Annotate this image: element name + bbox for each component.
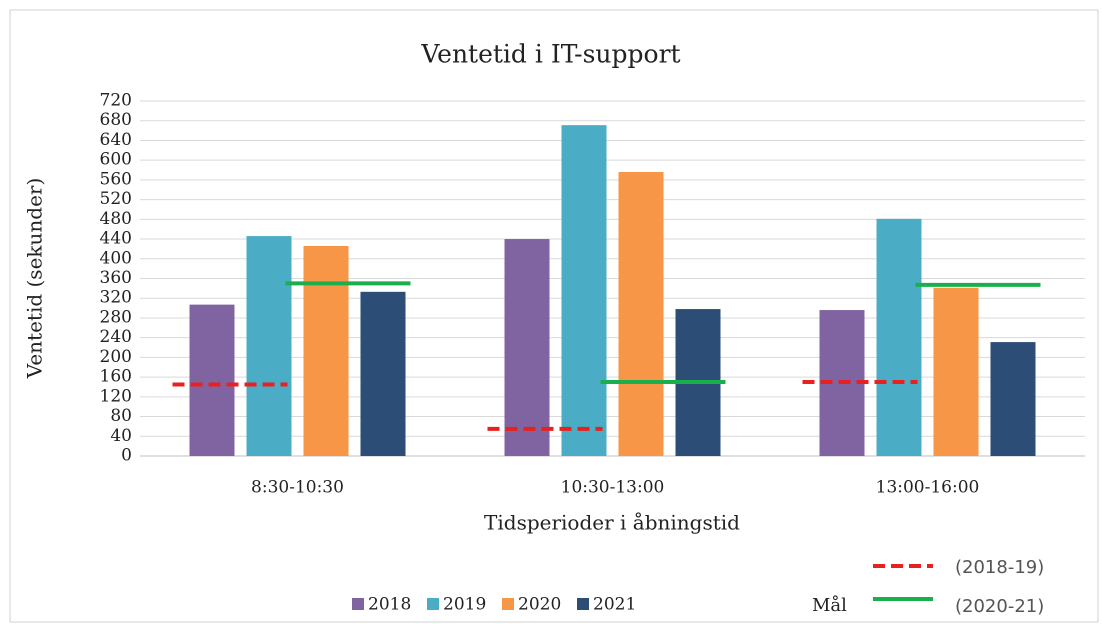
chart-title: Ventetid i IT-support (420, 40, 680, 69)
y-tick-label: 560 (100, 169, 132, 189)
bar (561, 125, 607, 456)
y-tick-label: 80 (110, 406, 132, 426)
bar (618, 172, 664, 456)
y-tick-label: 240 (100, 327, 132, 347)
x-tick-label: 10:30-13:00 (561, 478, 665, 498)
bar (360, 291, 406, 456)
bar (303, 245, 349, 456)
y-tick-label: 360 (100, 268, 132, 288)
legend-label: 2018 (368, 595, 411, 615)
x-axis-title: Tidsperioder i åbningstid (484, 511, 740, 535)
x-tick-label: 8:30-10:30 (251, 478, 344, 498)
bar (990, 342, 1036, 456)
y-tick-label: 640 (100, 130, 132, 150)
bar (504, 239, 550, 456)
legend-label: 2020 (518, 595, 561, 615)
legend-label: 2021 (593, 595, 636, 615)
y-tick-label: 600 (100, 150, 132, 170)
legend-label: 2019 (443, 595, 486, 615)
y-tick-label: 200 (100, 347, 132, 367)
goal-legend-label: (2018-19) (955, 557, 1044, 578)
bar (189, 304, 235, 456)
y-tick-label: 40 (110, 426, 132, 446)
goal-legend-label: (2020-21) (955, 596, 1044, 617)
y-tick-label: 160 (100, 367, 132, 387)
y-tick-label: 440 (100, 229, 132, 249)
y-tick-label: 720 (100, 91, 132, 111)
y-tick-label: 0 (121, 446, 132, 466)
legend-swatch (502, 598, 514, 610)
y-tick-label: 120 (100, 386, 132, 406)
y-tick-label: 520 (100, 189, 132, 209)
y-axis-title: Ventetid (sekunder) (23, 178, 47, 380)
y-tick-label: 320 (100, 288, 132, 308)
bar (933, 287, 979, 456)
y-tick-label: 400 (100, 248, 132, 268)
legend-swatch (577, 598, 589, 610)
y-tick-label: 680 (100, 110, 132, 130)
legend-swatch (352, 598, 364, 610)
y-tick-label: 480 (100, 209, 132, 229)
x-tick-label: 13:00-16:00 (876, 478, 980, 498)
goal-legend-title: Mål (812, 594, 847, 616)
bar (246, 236, 292, 456)
y-tick-label: 280 (100, 307, 132, 327)
legend-swatch (427, 598, 439, 610)
bar (876, 218, 922, 456)
